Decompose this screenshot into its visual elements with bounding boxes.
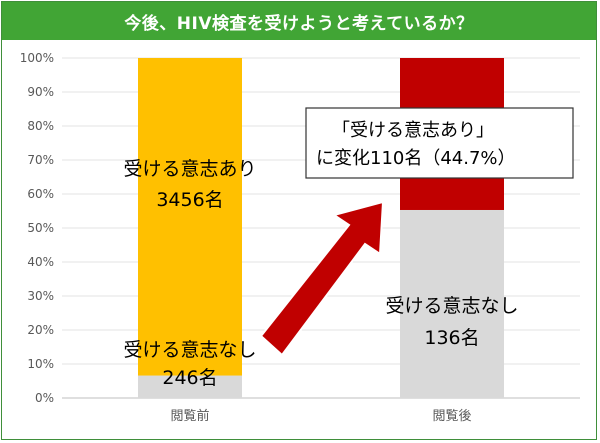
y-tick-label: 100%	[20, 51, 54, 65]
before-willing-label-line1: 受ける意志あり	[123, 158, 256, 180]
after-not-willing-label-line2: 136名	[424, 327, 479, 349]
change-arrow-icon	[259, 200, 385, 357]
y-tick-label: 90%	[27, 85, 54, 99]
callout-line2: に変化110名（44.7%）	[316, 148, 516, 169]
callout-line1: 「受ける意志あり」	[332, 120, 494, 141]
y-tick-label: 50%	[27, 221, 54, 235]
x-tick-label: 閲覧前	[170, 408, 209, 424]
after-not-willing-label-line1: 受ける意志なし	[385, 295, 518, 317]
y-tick-label: 0%	[35, 391, 54, 405]
bar-segment-not_willing	[400, 209, 504, 398]
y-tick-label: 30%	[27, 289, 54, 303]
x-axis: 閲覧前 閲覧後	[170, 408, 471, 424]
y-tick-label: 80%	[27, 119, 54, 133]
y-tick-label: 60%	[27, 187, 54, 201]
y-tick-label: 70%	[27, 153, 54, 167]
y-tick-label: 10%	[27, 357, 54, 371]
bar-segment-not_willing	[138, 375, 242, 398]
y-axis: 0% 10% 20% 30% 40% 50% 60% 70% 80% 90% 100%	[20, 51, 54, 405]
y-tick-label: 20%	[27, 323, 54, 337]
callout-box	[305, 107, 574, 179]
chart-title: 今後、HIV検査を受けようと考えているか？	[2, 2, 596, 40]
y-tick-label: 40%	[27, 255, 54, 269]
bar-segment-willing	[138, 58, 242, 376]
before-not-willing-label-line1: 受ける意志なし	[123, 339, 256, 361]
x-tick-label: 閲覧後	[432, 408, 471, 424]
before-willing-label-line2: 3456名	[156, 189, 223, 211]
before-not-willing-label-line2: 246名	[162, 367, 217, 389]
